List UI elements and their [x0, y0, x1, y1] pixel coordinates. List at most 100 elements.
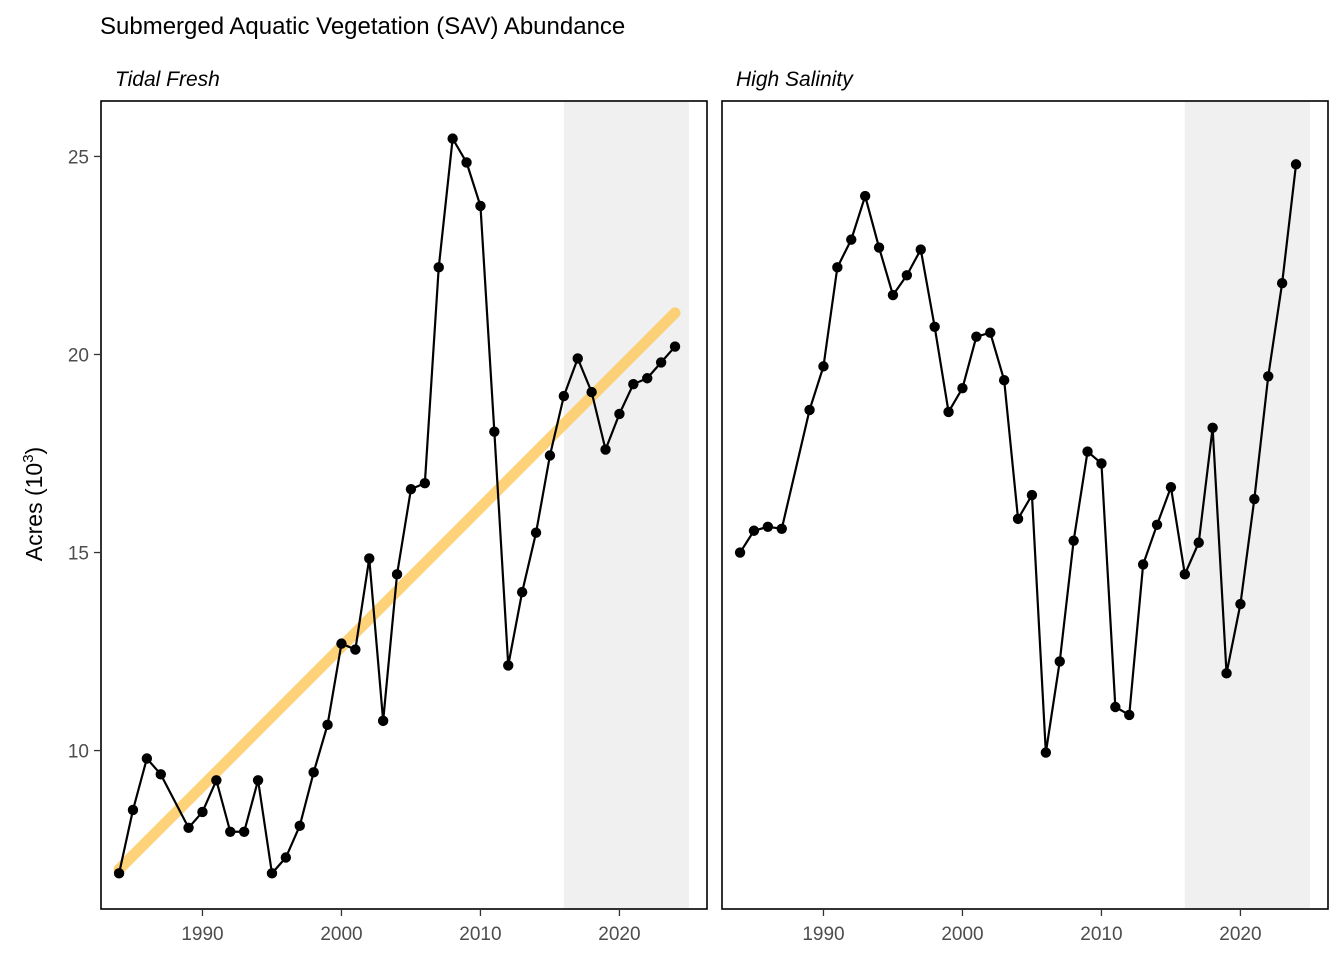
panel-2-x-tick-label-1990: 1990 — [802, 924, 844, 945]
panel-2-data-point-2018 — [1207, 422, 1218, 433]
panel-2-data-point-1986 — [762, 521, 774, 532]
panel-2-data-point-2021 — [1249, 493, 1260, 505]
panel-2-series-line — [739, 164, 1298, 754]
panel-2-data-point-2008 — [1068, 535, 1079, 546]
panel-1-data-point-1990 — [197, 806, 208, 818]
panel-2-data-point-1999 — [943, 406, 954, 418]
panel-1-data-point-2017 — [572, 353, 583, 364]
panel-1-data-point-2009 — [461, 157, 472, 168]
panel-1-data-point-1997 — [294, 820, 305, 832]
panel-2-data-point-2006 — [1040, 747, 1052, 758]
panel-2-strip-label: High Salinity — [736, 68, 854, 91]
panel-2-data-point-1998 — [929, 321, 940, 332]
panel-1-data-point-1987 — [155, 769, 166, 780]
panel-2-data-point-2019 — [1221, 668, 1232, 679]
panel-2-data-point-2013 — [1137, 559, 1149, 570]
panel-2-border — [721, 100, 1329, 910]
panel-1-data-point-2003 — [377, 715, 389, 727]
panel-1-data-point-1989 — [183, 822, 194, 834]
panel-2-x-tick-label-2020: 2020 — [1219, 924, 1261, 945]
y-tick-label-10: 10 — [68, 742, 89, 763]
panel-1-data-point-2002 — [364, 553, 375, 564]
panel-2-data-point-1985 — [748, 525, 760, 536]
panel-1-data-point-2001 — [350, 644, 361, 655]
panel-1-data-point-2005 — [405, 483, 417, 495]
panel-1-data-point-1996 — [280, 852, 292, 863]
panel-2-data-point-2022 — [1263, 371, 1274, 382]
panel-1-data-point-2012 — [503, 660, 514, 671]
panel-2-data-point-1987 — [776, 523, 787, 534]
panel-2-data-point-2007 — [1054, 656, 1065, 667]
panel-1-x-tick-label-2020: 2020 — [598, 924, 640, 945]
panel-1-data-point-2019 — [600, 444, 611, 455]
panel-2-data-point-2014 — [1151, 519, 1163, 531]
panel-1-shaded-region — [563, 101, 689, 909]
panel-2-x-tick-label-2000: 2000 — [941, 924, 983, 945]
panel-2-data-point-2002 — [985, 327, 996, 338]
y-tick-label-15: 15 — [68, 544, 89, 565]
panel-2-data-point-1991 — [832, 262, 843, 273]
panel-1-data-point-2023 — [655, 357, 667, 368]
panel-2-data-point-2003 — [998, 375, 1010, 386]
panel-1-data-point-1985 — [127, 804, 139, 816]
panel-2-data-point-1992 — [846, 234, 857, 245]
panel-1-series-line — [117, 137, 676, 875]
chart-title: Submerged Aquatic Vegetation (SAV) Abund… — [100, 13, 625, 40]
panel-2-data-point-2009 — [1082, 446, 1093, 457]
panel-1-data-point-1984 — [113, 868, 125, 879]
panel-1-data-point-2020 — [614, 408, 625, 420]
panel-1-x-tick-label-2000: 2000 — [320, 924, 362, 945]
panel-2-data-point-1990 — [818, 361, 829, 372]
panel-1-data-point-1992 — [225, 826, 236, 837]
panel-1-data-point-2013 — [516, 586, 528, 598]
panel-1-data-point-1993 — [238, 826, 250, 837]
y-tick-label-25: 25 — [68, 147, 89, 168]
panel-2-x-tick-label-2010: 2010 — [1080, 924, 1122, 945]
panel-2-data-point-2016 — [1179, 569, 1191, 580]
y-axis-label: Acres (103) — [20, 447, 47, 561]
panel-1-data-point-2007 — [433, 262, 444, 273]
panel-2-data-point-2017 — [1193, 537, 1204, 548]
panel-1-data-point-2004 — [391, 569, 403, 580]
panel-1-data-point-1994 — [252, 775, 264, 786]
panel-1-data-point-2008 — [447, 133, 458, 144]
panel-2-data-point-1984 — [734, 547, 746, 558]
panel-2-data-point-2000 — [957, 382, 968, 394]
panel-1-x-tick-label-1990: 1990 — [181, 924, 223, 945]
panel-1-data-point-2000 — [336, 638, 347, 649]
panel-2-data-point-1997 — [915, 244, 926, 255]
panel-2-data-point-2015 — [1165, 481, 1177, 493]
panel-2-data-point-2001 — [971, 331, 982, 342]
panel-1-data-point-1995 — [266, 868, 278, 879]
panel-2-data-point-1993 — [859, 190, 871, 202]
panel-2-data-point-1989 — [804, 404, 815, 416]
panel-1-data-point-2006 — [419, 478, 431, 489]
panel-1-data-point-1998 — [308, 767, 319, 778]
panel-2-data-point-2004 — [1012, 513, 1024, 525]
panel-1-data-point-2021 — [628, 378, 639, 390]
panel-1-data-point-2018 — [586, 386, 597, 398]
panel-1-data-point-1986 — [141, 753, 153, 764]
panel-1-data-point-2011 — [489, 426, 500, 437]
panel-2-data-point-1994 — [873, 242, 885, 253]
panel-1-data-point-1991 — [211, 775, 222, 786]
y-axis-label-main: Acres (10 — [21, 463, 47, 561]
panel-1-data-point-2024 — [669, 341, 681, 352]
panel-2-data-point-2024 — [1290, 159, 1302, 170]
panel-1-data-point-2014 — [530, 527, 542, 538]
panel-1-border — [100, 100, 708, 910]
panel-2-data-point-2010 — [1096, 458, 1107, 469]
panel-2-data-point-1996 — [901, 270, 913, 281]
panel-2-data-point-1995 — [887, 289, 899, 301]
panel-2-data-point-2011 — [1110, 701, 1121, 713]
panel-1-x-tick-label-2010: 2010 — [459, 924, 501, 945]
panel-1-data-point-2016 — [558, 390, 570, 402]
panel-2-data-point-2023 — [1276, 277, 1288, 289]
panel-1-data-point-2022 — [642, 373, 653, 384]
panel-2-data-point-2012 — [1124, 709, 1135, 721]
panel-1-data-point-2015 — [544, 450, 556, 461]
panel-1-data-point-2010 — [475, 200, 486, 212]
panel-2-data-point-2020 — [1235, 598, 1246, 610]
